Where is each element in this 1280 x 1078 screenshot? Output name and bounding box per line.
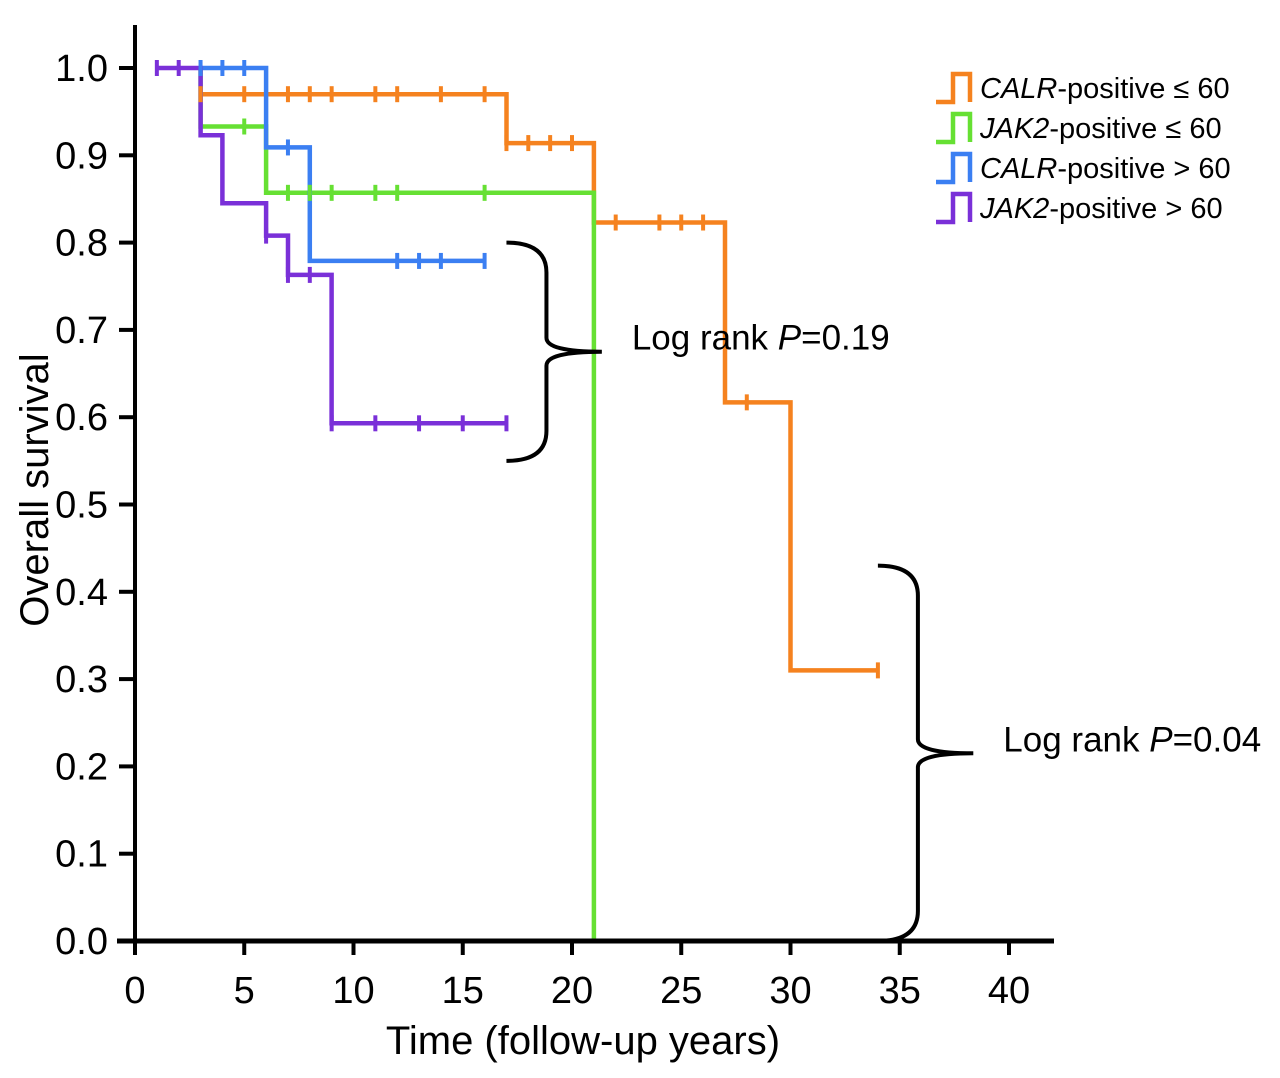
legend: CALR-positive ≤ 60 JAK2-positive ≤ 60 CALR…: [936, 71, 1231, 225]
y-tick-label: 0.2: [55, 746, 108, 788]
y-axis-title: Overall survival: [13, 353, 57, 626]
legend-item: CALR-positive ≤ 60: [936, 71, 1230, 105]
x-tick-label: 15: [442, 970, 484, 1012]
legend-label: JAK2-positive ≤ 60: [979, 113, 1222, 145]
legend-label: JAK2-positive > 60: [979, 193, 1223, 225]
x-axis-ticks: 0 5 10 15 20 25 30 35 40: [124, 941, 1030, 1012]
survival-curves: [156, 65, 878, 941]
y-tick-label: 0.1: [55, 834, 108, 876]
x-tick-label: 25: [660, 970, 702, 1012]
x-tick-label: 20: [551, 970, 593, 1012]
y-tick-label: 0.4: [55, 572, 108, 614]
log-rank-annotation: Log rank P=0.04: [1003, 720, 1261, 759]
bracket-1: [877, 563, 974, 943]
y-tick-label: 0.5: [55, 485, 108, 527]
legend-item: JAK2-positive ≤ 60: [936, 111, 1222, 145]
series-line-0: [200, 91, 878, 673]
bracket-0: [506, 240, 602, 463]
x-tick-label: 40: [988, 970, 1030, 1012]
y-tick-label: 0.8: [55, 223, 108, 265]
series-line-3: [156, 65, 507, 426]
y-axis-ticks: 0.0 0.1 0.2 0.3 0.4 0.5 0.6 0.7 0.8 0.9 1.0: [55, 48, 135, 963]
legend-swatch: [936, 71, 973, 105]
y-tick-label: 0.6: [55, 397, 108, 439]
x-tick-label: 10: [332, 970, 374, 1012]
legend-label: CALR-positive > 60: [980, 153, 1231, 185]
x-tick-label: 5: [234, 970, 255, 1012]
y-tick-label: 0.7: [55, 310, 108, 352]
x-axis-title: Time (follow-up years): [386, 1019, 780, 1063]
legend-item: CALR-positive > 60: [936, 151, 1231, 185]
y-tick-label: 0.0: [55, 921, 108, 963]
log-rank-brackets: Log rank P=0.19 Log rank P=0.04: [506, 240, 1261, 943]
legend-label: CALR-positive ≤ 60: [980, 73, 1230, 105]
y-tick-label: 1.0: [55, 48, 108, 90]
legend-item: JAK2-positive > 60: [936, 191, 1223, 225]
censor-marks: [154, 60, 880, 679]
x-tick-label: 0: [124, 970, 145, 1012]
log-rank-annotation: Log rank P=0.19: [632, 319, 890, 358]
x-tick-label: 30: [769, 970, 811, 1012]
axes: [117, 25, 1054, 944]
legend-swatch: [936, 191, 973, 225]
legend-swatch: [936, 111, 973, 145]
y-tick-label: 0.3: [55, 659, 108, 701]
legend-swatch: [936, 151, 973, 185]
x-tick-label: 35: [879, 970, 921, 1012]
y-tick-label: 0.9: [55, 135, 108, 177]
